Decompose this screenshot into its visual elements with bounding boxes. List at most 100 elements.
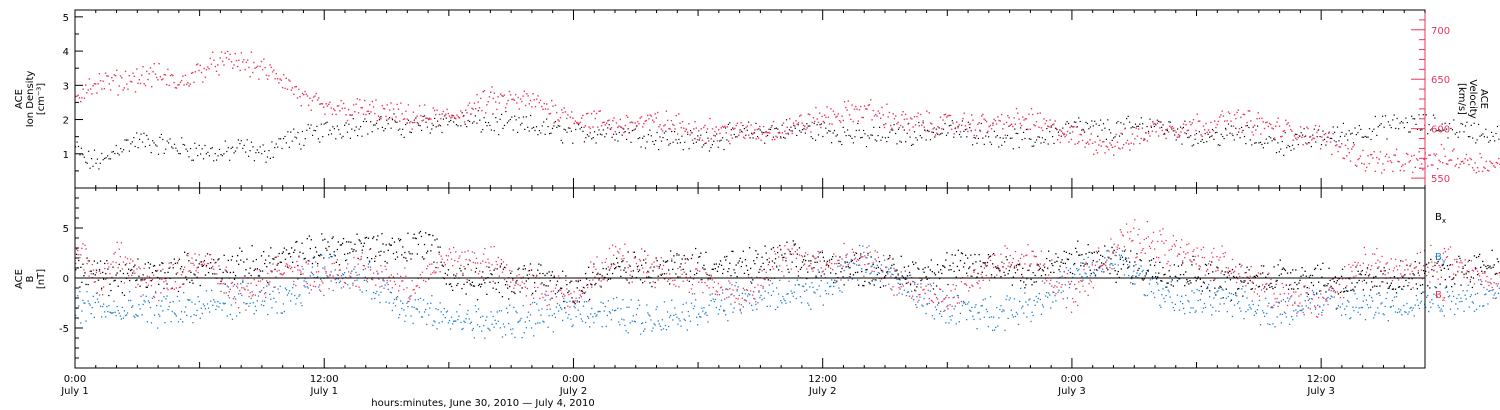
bx-point [1179, 274, 1182, 276]
bx-point [839, 256, 841, 258]
by-point [860, 256, 862, 259]
by-point [888, 268, 890, 270]
density-point [223, 153, 225, 155]
velocity-point [85, 84, 87, 86]
by-point [334, 269, 336, 271]
velocity-point [428, 117, 431, 119]
bx-point [695, 247, 697, 250]
by-point [921, 304, 923, 306]
density-point [105, 157, 107, 159]
by-point [544, 299, 546, 301]
by-point [614, 310, 616, 312]
bx-point [953, 270, 955, 273]
velocity-point [779, 132, 781, 134]
bx-point [1389, 284, 1391, 287]
by-point [548, 315, 550, 317]
density-point [1223, 138, 1225, 140]
by-point [578, 297, 580, 299]
velocity-point [831, 123, 833, 125]
velocity-point [1157, 135, 1160, 137]
by-point [1129, 265, 1131, 267]
by-point [1147, 269, 1149, 271]
bx-point [1327, 283, 1329, 285]
by-point [268, 284, 270, 286]
by-point [909, 274, 912, 276]
by-point [514, 336, 516, 339]
by-point [109, 311, 111, 313]
velocity-point [1494, 166, 1496, 168]
density-point [796, 134, 798, 136]
velocity-point [893, 118, 896, 120]
bx-point [879, 286, 882, 288]
velocity-point [425, 117, 427, 119]
by-point [1225, 297, 1227, 299]
bx-point [553, 276, 555, 278]
by-point [1108, 256, 1110, 258]
velocity-point [553, 122, 555, 124]
by-point [659, 325, 661, 327]
bx-point [841, 267, 843, 270]
velocity-point [248, 66, 250, 69]
velocity-point [152, 71, 154, 73]
density-point [1387, 121, 1389, 123]
by-point [1011, 314, 1013, 316]
by-point [615, 309, 617, 311]
by-point [1186, 282, 1188, 284]
by-point [521, 337, 523, 339]
density-point [1040, 142, 1042, 144]
bx-point [825, 264, 828, 266]
by-point [1439, 310, 1441, 312]
bx-point [811, 267, 813, 269]
density-point [716, 133, 718, 135]
velocity-point [128, 75, 130, 77]
by-point [580, 318, 582, 320]
density-point [1312, 134, 1314, 136]
bx-point [1184, 285, 1186, 287]
by-point [1065, 267, 1067, 269]
velocity-point [937, 126, 939, 128]
bx-point [1149, 264, 1152, 266]
bx-point [132, 272, 134, 274]
velocity-point [774, 138, 776, 141]
by-point [1438, 306, 1440, 309]
density-point [426, 126, 428, 128]
bx-point [439, 246, 441, 248]
bx-point [504, 284, 507, 286]
bx-point [1243, 281, 1245, 283]
velocity-point [96, 92, 98, 94]
bx-point [415, 237, 417, 240]
bx-point [238, 263, 240, 265]
velocity-point [184, 74, 187, 76]
bx-point [1204, 263, 1207, 266]
bx-point [1239, 263, 1241, 265]
bx-point [941, 272, 943, 275]
bx-point [1294, 281, 1296, 284]
bx-point [1011, 284, 1013, 286]
density-point [281, 147, 283, 150]
bx-point [804, 255, 806, 257]
by-point [517, 321, 519, 323]
bx-point [1124, 258, 1127, 260]
by-point [120, 318, 122, 320]
density-point [1386, 138, 1388, 140]
bx-point [1249, 279, 1251, 282]
velocity-point [139, 82, 142, 85]
bx-point [1412, 273, 1414, 275]
by-point [932, 282, 935, 284]
bx-point [803, 259, 805, 261]
density-point [1402, 122, 1404, 124]
bx-point [226, 271, 228, 273]
bx-point [398, 238, 400, 240]
density-point [253, 160, 255, 162]
velocity-point [1358, 157, 1360, 160]
density-point [409, 131, 411, 133]
density-point [186, 150, 189, 152]
by-point [584, 321, 587, 324]
velocity-point [1105, 145, 1107, 147]
bx-point [278, 252, 280, 255]
bx-point [632, 270, 634, 272]
bx-point [377, 235, 379, 237]
velocity-point [772, 120, 775, 123]
velocity-point [149, 67, 152, 69]
velocity-point [1295, 137, 1297, 139]
